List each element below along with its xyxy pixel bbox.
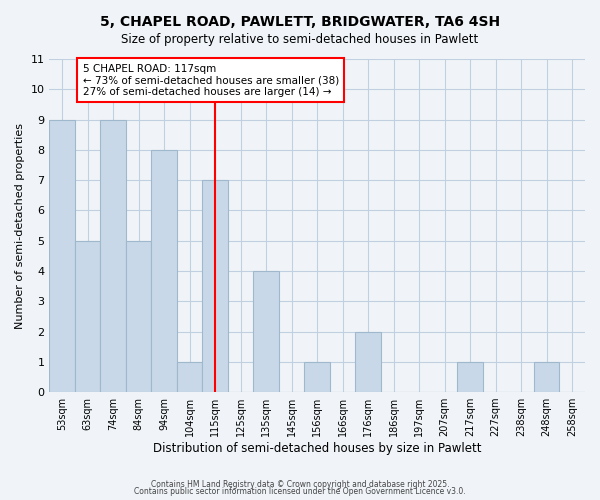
Text: 5, CHAPEL ROAD, PAWLETT, BRIDGWATER, TA6 4SH: 5, CHAPEL ROAD, PAWLETT, BRIDGWATER, TA6… (100, 15, 500, 29)
Bar (151, 150, 177, 392)
Text: Size of property relative to semi-detached houses in Pawlett: Size of property relative to semi-detach… (121, 32, 479, 46)
Bar (253, 271, 279, 392)
Bar (126, 240, 151, 392)
X-axis label: Distribution of semi-detached houses by size in Pawlett: Distribution of semi-detached houses by … (153, 442, 481, 455)
Bar (304, 362, 330, 392)
Bar (457, 362, 483, 392)
Text: 5 CHAPEL ROAD: 117sqm
← 73% of semi-detached houses are smaller (38)
27% of semi: 5 CHAPEL ROAD: 117sqm ← 73% of semi-deta… (83, 64, 339, 96)
Bar (75, 240, 100, 392)
Text: Contains HM Land Registry data © Crown copyright and database right 2025.: Contains HM Land Registry data © Crown c… (151, 480, 449, 489)
Bar (355, 332, 381, 392)
Bar (177, 362, 202, 392)
Bar (49, 120, 75, 392)
Y-axis label: Number of semi-detached properties: Number of semi-detached properties (15, 122, 25, 328)
Bar (202, 180, 228, 392)
Text: Contains public sector information licensed under the Open Government Licence v3: Contains public sector information licen… (134, 487, 466, 496)
Bar (100, 120, 126, 392)
Bar (534, 362, 559, 392)
